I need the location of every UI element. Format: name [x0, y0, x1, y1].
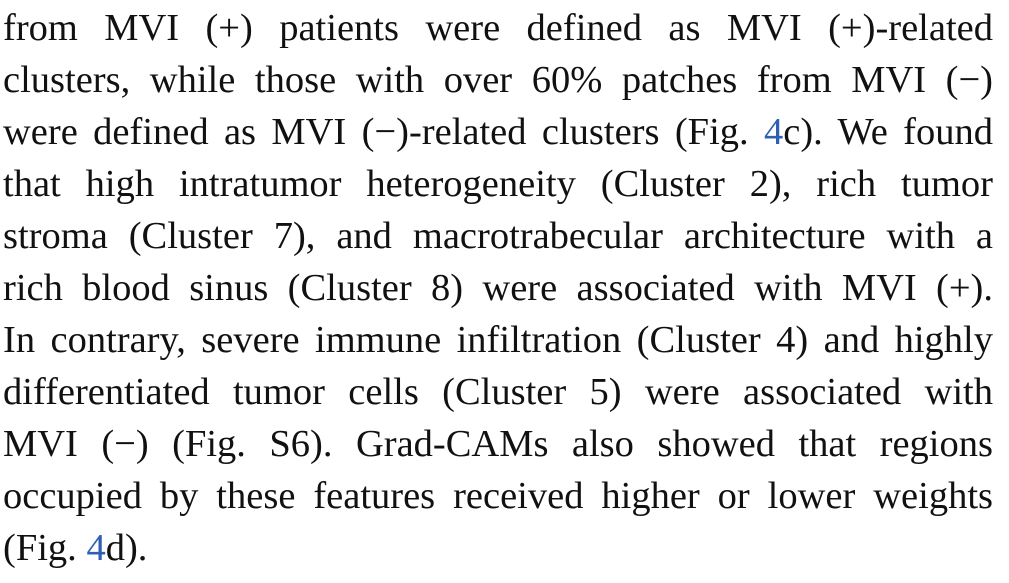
text-segment: were defined as MVI (−)-related clusters…: [3, 111, 765, 153]
text-segment: rich blood sinus (Cluster 8) were associ…: [3, 267, 993, 309]
text-segment: In contrary, severe immune infiltration …: [3, 319, 993, 361]
text-line-3: were defined as MVI (−)-related clusters…: [3, 106, 993, 158]
text-segment: from MVI (+) patients were defined as MV…: [3, 7, 993, 49]
text-line-2: clusters, while those with over 60% patc…: [3, 54, 993, 106]
text-segment: that high intratumor heterogeneity (Clus…: [3, 163, 993, 205]
text-segment: differentiated tumor cells (Cluster 5) w…: [3, 371, 993, 413]
text-line-7: In contrary, severe immune infiltration …: [3, 314, 993, 366]
text-line-11: (Fig. 4d).: [3, 522, 993, 574]
text-line-4: that high intratumor heterogeneity (Clus…: [3, 158, 993, 210]
text-segment: c). We found: [783, 111, 993, 153]
text-line-10: occupied by these features received high…: [3, 470, 993, 522]
text-line-6: rich blood sinus (Cluster 8) were associ…: [3, 262, 993, 314]
text-line-9: MVI (−) (Fig. S6). Grad-CAMs also showed…: [3, 418, 993, 470]
text-segment: d).: [105, 527, 148, 569]
text-segment: occupied by these features received high…: [3, 475, 993, 517]
text-line-1: from MVI (+) patients were defined as MV…: [3, 2, 993, 54]
text-segment: stroma (Cluster 7), and macrotrabecular …: [3, 215, 993, 257]
text-segment: (Fig.: [3, 527, 87, 569]
text-line-8: differentiated tumor cells (Cluster 5) w…: [3, 366, 993, 418]
text-segment: MVI (−) (Fig. S6). Grad-CAMs also showed…: [3, 423, 993, 465]
figure-4-link[interactable]: 4: [86, 527, 106, 569]
text-segment: clusters, while those with over 60% patc…: [3, 59, 993, 101]
figure-4-link[interactable]: 4: [764, 111, 784, 153]
text-line-5: stroma (Cluster 7), and macrotrabecular …: [3, 210, 993, 262]
